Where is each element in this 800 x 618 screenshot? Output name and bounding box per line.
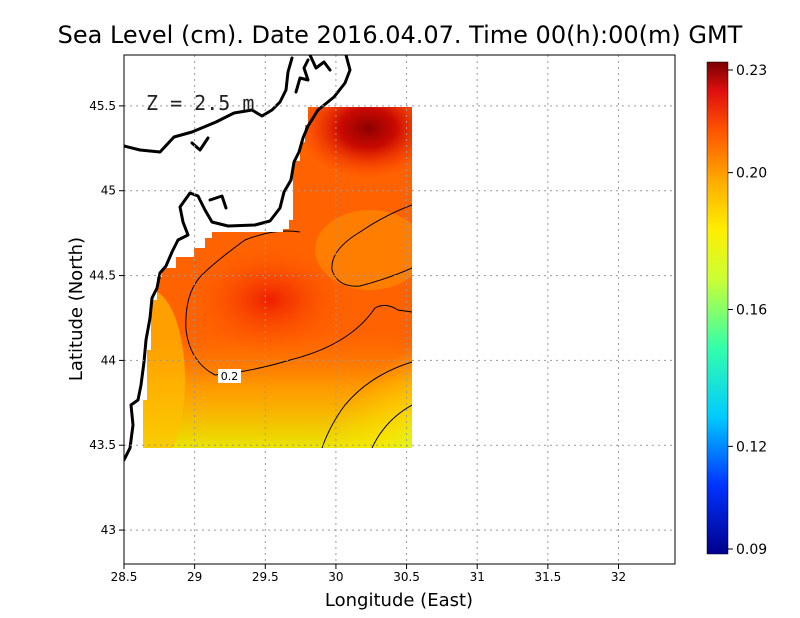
north-maximum [298,107,412,178]
colorbar: 0.09 0.12 0.16 0.20 0.23 [706,61,767,558]
colorbar-tick-label: 0.23 [736,63,767,79]
x-tick-label: 30 [328,570,343,584]
field-west-band [143,290,185,448]
contour-label-box [218,369,241,383]
x-tick-label: 31.5 [534,570,561,584]
x-tick-label: 28.5 [111,570,138,584]
east-lobe [315,210,412,290]
depth-label: Z = 2.5 m [146,91,254,115]
contour-lines [185,204,412,448]
colorbar-ticks: 0.09 0.12 0.16 0.20 0.23 [728,63,767,558]
coastline [124,55,352,462]
contour-label: 0.2 [221,370,239,383]
coastline-liman [208,194,228,210]
colorbar-tick-label: 0.16 [736,303,767,319]
y-axis-ticks: 43 43.5 44 44.5 45 45.5 [89,99,124,537]
colorbar-tick-label: 0.20 [736,166,767,182]
grid-lines [124,55,675,564]
contour-southeast-1 [321,361,412,448]
southeast-minimum [282,308,412,448]
x-axis-ticks: 28.5 29 29.5 30 30.5 31 31.5 32 [111,564,626,584]
contour-southeast-2 [371,404,412,448]
colorbar-gradient [706,61,729,555]
coastline-main [124,55,352,462]
sea-level-field [143,107,412,448]
x-axis-label: Longitude (East) [325,590,473,611]
plot-frame [123,54,676,565]
chart-title: Sea Level (cm). Date 2016.04.07. Time 00… [58,21,743,49]
x-tick-label: 30.5 [393,570,420,584]
y-tick-label: 44.5 [89,269,116,283]
x-tick-label: 31 [470,570,485,584]
contour-0.2-east [331,204,412,287]
y-tick-label: 43.5 [89,438,116,452]
x-tick-label: 32 [611,570,626,584]
x-tick-label: 29.5 [252,570,279,584]
y-axis-label: Latitude (North) [66,237,87,381]
y-tick-label: 44 [101,353,116,367]
y-tick-label: 45 [101,184,116,198]
contour-0.2-main [185,230,412,376]
central-maximum [190,245,350,355]
colorbar-tick-label: 0.09 [736,542,767,558]
y-tick-label: 43 [101,523,116,537]
coastline-danube-delta [124,56,294,154]
x-tick-label: 29 [187,570,202,584]
y-tick-label: 45.5 [89,99,116,113]
coastline-lagoon-3 [308,55,332,72]
coastline-lagoon-2 [294,58,310,94]
colorbar-tick-label: 0.12 [736,439,767,455]
